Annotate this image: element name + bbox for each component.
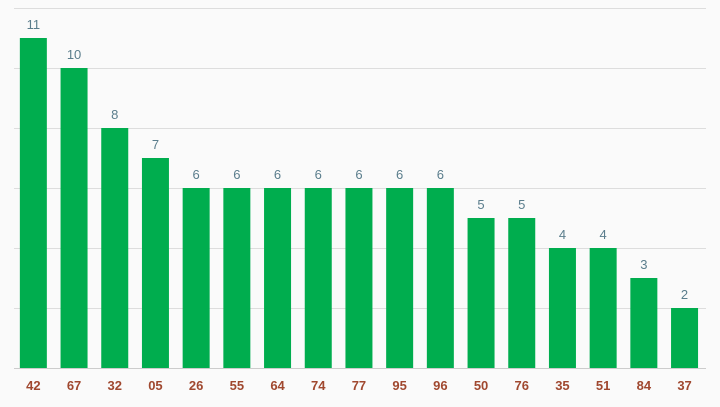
data-label-35: 4 <box>559 227 566 242</box>
x-tick-label-95: 95 <box>392 378 406 393</box>
data-label-64: 6 <box>274 167 281 182</box>
data-label-32: 8 <box>111 107 118 122</box>
data-label-05: 7 <box>152 137 159 152</box>
bar-05[interactable] <box>141 158 169 368</box>
bar-95[interactable] <box>386 188 414 368</box>
x-tick-label-67: 67 <box>67 378 81 393</box>
bar-64[interactable] <box>264 188 292 368</box>
bar-74[interactable] <box>304 188 332 368</box>
data-label-74: 6 <box>315 167 322 182</box>
x-tick-label-26: 26 <box>189 378 203 393</box>
bar-35[interactable] <box>548 248 576 368</box>
bar-76[interactable] <box>508 218 536 368</box>
x-tick-label-77: 77 <box>352 378 366 393</box>
data-label-84: 3 <box>640 257 647 272</box>
bar-26[interactable] <box>182 188 210 368</box>
x-tick-label-35: 35 <box>555 378 569 393</box>
x-tick-label-51: 51 <box>596 378 610 393</box>
data-label-76: 5 <box>518 197 525 212</box>
bars <box>19 38 699 368</box>
bar-42[interactable] <box>19 38 47 368</box>
bar-96[interactable] <box>426 188 454 368</box>
x-tick-label-55: 55 <box>230 378 244 393</box>
x-tick-label-50: 50 <box>474 378 488 393</box>
data-label-42: 11 <box>27 17 41 32</box>
data-label-50: 5 <box>477 197 484 212</box>
data-label-37: 2 <box>681 287 688 302</box>
x-tick-label-37: 37 <box>677 378 691 393</box>
x-tick-label-64: 64 <box>270 378 285 393</box>
bar-67[interactable] <box>60 68 88 368</box>
bar-84[interactable] <box>630 278 658 368</box>
bar-50[interactable] <box>467 218 495 368</box>
data-label-26: 6 <box>193 167 200 182</box>
bar-55[interactable] <box>223 188 251 368</box>
x-tick-label-32: 32 <box>108 378 122 393</box>
bar-37[interactable] <box>671 308 699 368</box>
data-label-67: 10 <box>67 47 81 62</box>
x-tick-label-74: 74 <box>311 378 326 393</box>
data-label-77: 6 <box>355 167 362 182</box>
bar-77[interactable] <box>345 188 373 368</box>
bar-51[interactable] <box>589 248 617 368</box>
bar-32[interactable] <box>101 128 129 368</box>
x-tick-label-76: 76 <box>515 378 529 393</box>
data-label-95: 6 <box>396 167 403 182</box>
x-tick-label-05: 05 <box>148 378 162 393</box>
x-tick-label-42: 42 <box>26 378 40 393</box>
data-label-96: 6 <box>437 167 444 182</box>
data-labels: 11 10 8 7 6 6 6 6 6 6 6 5 5 4 4 3 2 <box>27 17 689 302</box>
x-tick-label-96: 96 <box>433 378 447 393</box>
data-label-51: 4 <box>600 227 607 242</box>
x-tick-label-84: 84 <box>637 378 652 393</box>
x-axis-tick-labels: 42 67 32 05 26 55 64 74 77 95 96 50 76 35 51 84 37 <box>26 378 692 393</box>
data-label-55: 6 <box>233 167 240 182</box>
